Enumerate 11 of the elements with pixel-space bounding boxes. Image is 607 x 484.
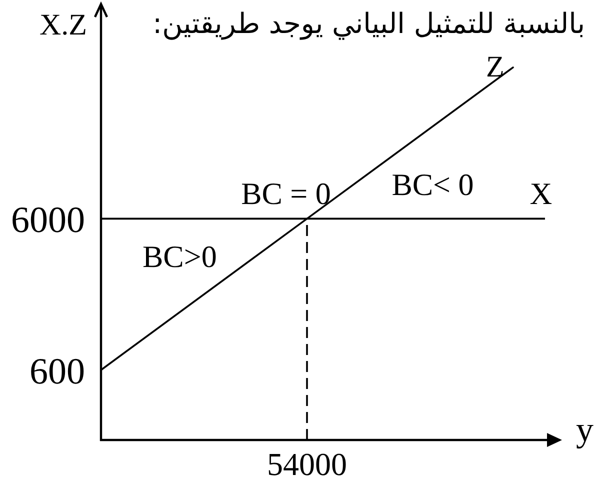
y-axis-title: X.Z — [40, 8, 87, 42]
ref-line-label: X — [530, 176, 552, 212]
annotation: BC< 0 — [392, 167, 474, 202]
series-name: Z — [486, 50, 504, 84]
y-tick-label: 6000 — [11, 200, 85, 242]
title: بالنسبة للتمثيل البياني يوجد طريقتين: — [152, 7, 585, 40]
x-axis-title: y — [576, 410, 594, 449]
y-tick-label: 600 — [30, 351, 85, 392]
x-tick-label: 54000 — [267, 446, 347, 482]
annotation: BC>0 — [142, 239, 217, 274]
annotation: BC = 0 — [241, 176, 331, 212]
